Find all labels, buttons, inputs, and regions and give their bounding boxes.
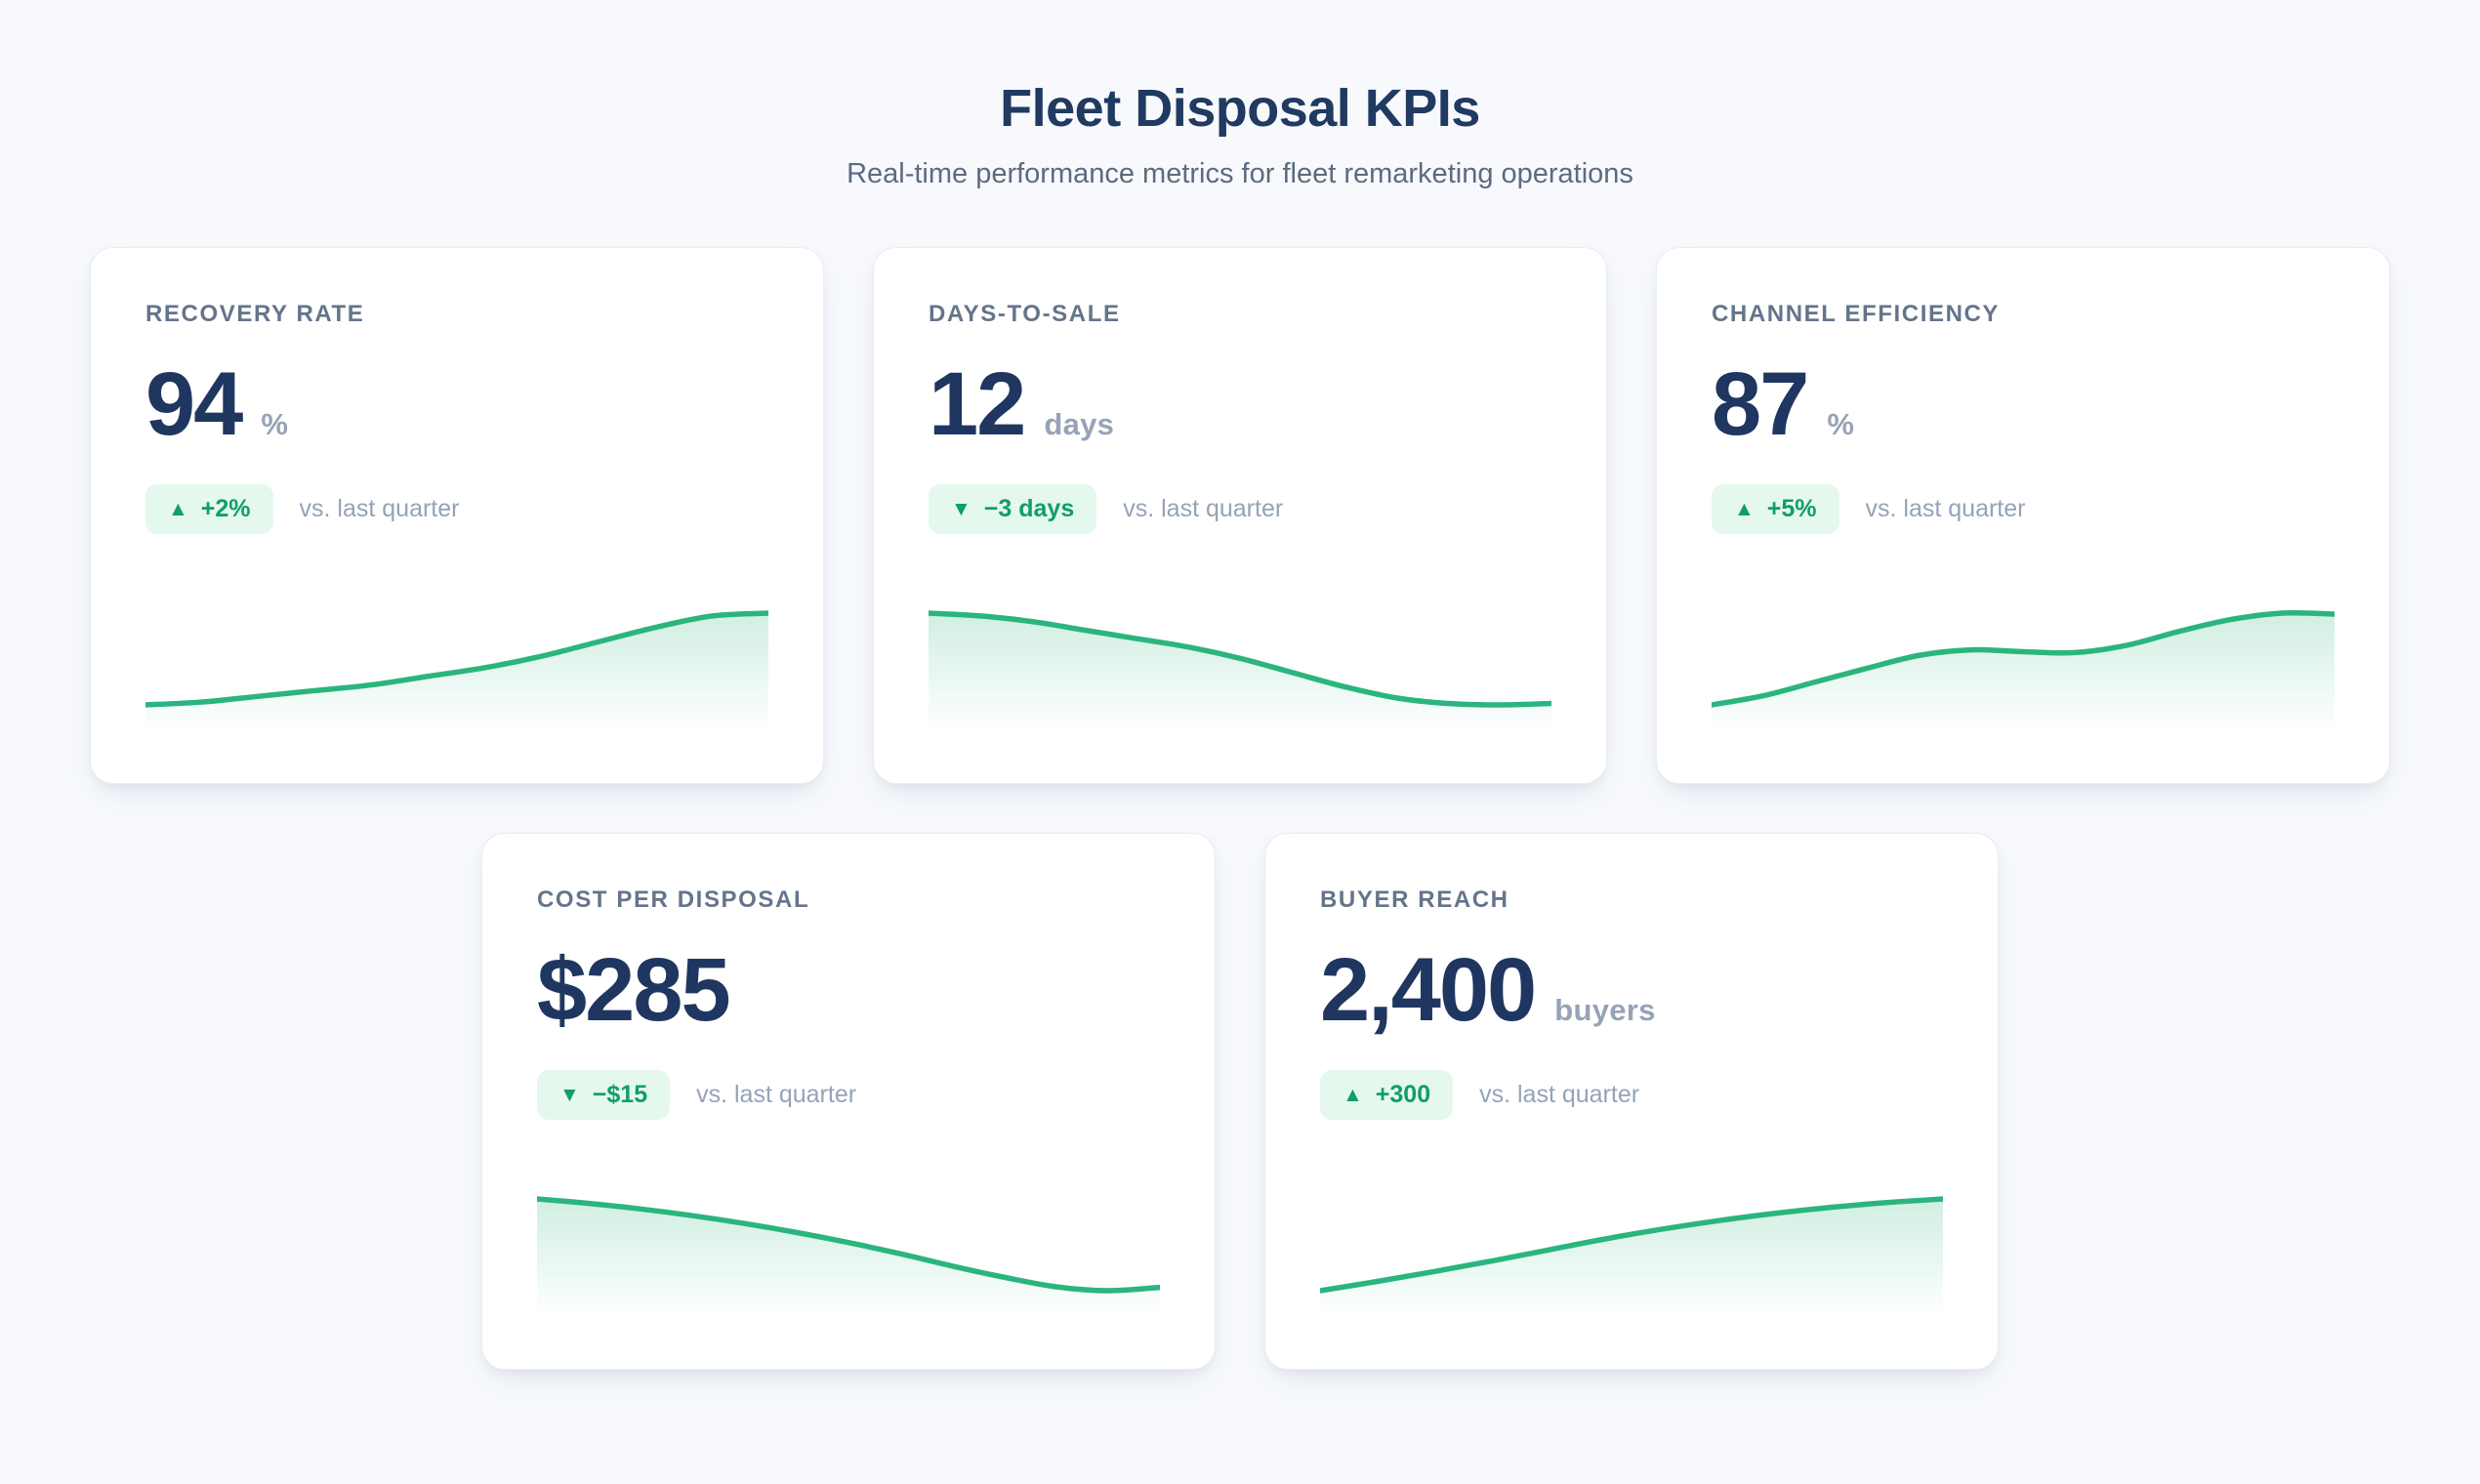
kpi-value-row: 2,400 buyers [1320, 945, 1943, 1035]
page-title: Fleet Disposal KPIs [1000, 79, 1480, 138]
delta-value: −$15 [592, 1081, 648, 1108]
dashboard-header: Fleet Disposal KPIs Real-time performanc… [0, 0, 2480, 190]
kpi-row-top: RECOVERY RATE 94 % ▲ +2% vs. last quarte… [88, 247, 2392, 784]
comparison-note: vs. last quarter [1865, 495, 2026, 522]
comparison-note: vs. last quarter [1479, 1081, 1640, 1108]
kpi-value-row: 94 % [145, 359, 768, 449]
sparkline-chart [929, 601, 1551, 732]
kpi-label: RECOVERY RATE [145, 301, 365, 327]
kpi-value: 94 [145, 354, 243, 454]
trend-up-icon: ▲ [1343, 1084, 1363, 1106]
kpi-unit: % [1827, 407, 1855, 441]
kpi-value-row: $285 [537, 945, 1160, 1035]
kpi-card-days-to-sale: DAYS-TO-SALE 12 days ▼ −3 days vs. last … [873, 247, 1607, 784]
kpi-delta-row: ▲ +5% vs. last quarter [1712, 484, 2335, 534]
delta-badge: ▲ +5% [1712, 484, 1839, 534]
trend-down-icon: ▼ [951, 498, 971, 520]
kpi-card-channel-efficiency: CHANNEL EFFICIENCY 87 % ▲ +5% vs. last q… [1656, 247, 2390, 784]
kpi-delta-row: ▼ −$15 vs. last quarter [537, 1070, 1160, 1120]
comparison-note: vs. last quarter [1123, 495, 1284, 522]
kpi-value: $285 [537, 940, 731, 1040]
kpi-label: BUYER REACH [1320, 886, 1509, 913]
kpi-value-row: 12 days [929, 359, 1551, 449]
kpi-unit: buyers [1554, 993, 1656, 1027]
delta-value: +2% [200, 495, 251, 522]
kpi-label: COST PER DISPOSAL [537, 886, 810, 913]
kpi-card-cost-per-disposal: COST PER DISPOSAL $285 ▼ −$15 vs. last q… [481, 833, 1216, 1370]
kpi-value: 2,400 [1320, 940, 1537, 1040]
delta-value: +5% [1766, 495, 1817, 522]
kpi-label: CHANNEL EFFICIENCY [1712, 301, 2001, 327]
delta-badge: ▼ −3 days [929, 484, 1097, 534]
kpi-unit: days [1044, 407, 1115, 441]
kpi-value: 87 [1712, 354, 1809, 454]
delta-badge: ▲ +2% [145, 484, 273, 534]
trend-up-icon: ▲ [168, 498, 188, 520]
delta-value: −3 days [983, 495, 1075, 522]
kpi-label: DAYS-TO-SALE [929, 301, 1121, 327]
kpi-delta-row: ▼ −3 days vs. last quarter [929, 484, 1551, 534]
kpi-value-row: 87 % [1712, 359, 2335, 449]
page-subtitle: Real-time performance metrics for fleet … [847, 158, 1633, 189]
sparkline-chart [1712, 601, 2335, 732]
kpi-delta-row: ▲ +300 vs. last quarter [1320, 1070, 1943, 1120]
kpi-unit: % [261, 407, 289, 441]
sparkline-chart [1320, 1187, 1943, 1318]
kpi-value: 12 [929, 354, 1026, 454]
comparison-note: vs. last quarter [696, 1081, 857, 1108]
comparison-note: vs. last quarter [299, 495, 460, 522]
sparkline-chart [537, 1187, 1160, 1318]
kpi-row-bottom: COST PER DISPOSAL $285 ▼ −$15 vs. last q… [88, 833, 2392, 1370]
kpi-card-buyer-reach: BUYER REACH 2,400 buyers ▲ +300 vs. last… [1264, 833, 1999, 1370]
kpi-delta-row: ▲ +2% vs. last quarter [145, 484, 768, 534]
trend-up-icon: ▲ [1734, 498, 1755, 520]
trend-down-icon: ▼ [559, 1084, 580, 1106]
delta-value: +300 [1375, 1081, 1431, 1108]
delta-badge: ▲ +300 [1320, 1070, 1454, 1120]
kpi-card-recovery-rate: RECOVERY RATE 94 % ▲ +2% vs. last quarte… [90, 247, 824, 784]
sparkline-chart [145, 601, 768, 732]
kpi-grid: RECOVERY RATE 94 % ▲ +2% vs. last quarte… [88, 247, 2392, 1370]
delta-badge: ▼ −$15 [537, 1070, 671, 1120]
